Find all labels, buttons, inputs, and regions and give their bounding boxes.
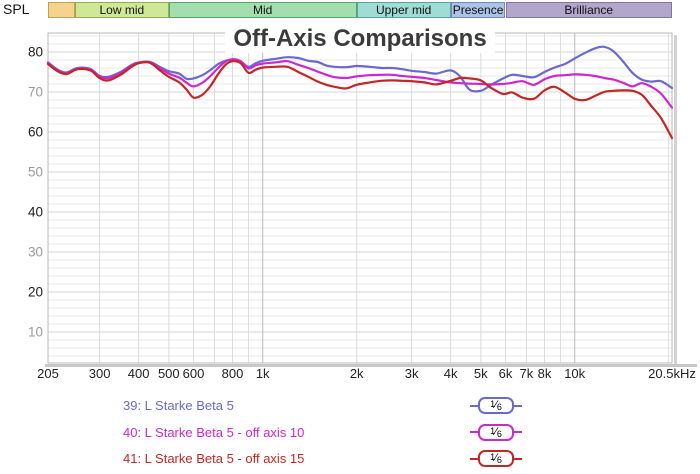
gridlines	[48, 33, 672, 363]
x-tick-label-300: 300	[88, 366, 111, 381]
x-tick-label-8k: 8k	[537, 366, 552, 381]
x-tick-label-1k: 1k	[255, 366, 270, 381]
x-axis-baseline	[45, 364, 697, 367]
x-tick-label-10k: 10k	[564, 366, 586, 381]
legend-row: 39: L Starke Beta 5 1 ⁄ 6	[123, 397, 522, 415]
x-tick-label-7k: 7k	[519, 366, 534, 381]
band-presence: Presence	[450, 2, 506, 18]
y-tick-label-70: 70	[27, 84, 43, 100]
band-brilliance: Brilliance	[505, 2, 672, 18]
smoothing-denominator: 6	[496, 455, 502, 465]
band-upper-mid: Upper mid	[356, 2, 451, 18]
smoothing-numerator: 1	[490, 452, 496, 462]
smoothing-badge[interactable]: 1 ⁄ 6	[478, 450, 514, 467]
y-tick-label-60: 60	[27, 124, 43, 140]
plot-border	[47, 32, 673, 364]
x-tick-label-6k: 6k	[498, 366, 513, 381]
measurement-curve-41	[46, 60, 674, 140]
legend-label[interactable]: 40: L Starke Beta 5 - off axis 10	[123, 424, 305, 440]
x-tick-label-3k: 3k	[404, 366, 419, 381]
smoothing-control[interactable]: 1 ⁄ 6	[470, 397, 522, 414]
smoothing-control[interactable]: 1 ⁄ 6	[470, 450, 522, 467]
smoothing-numerator: 1	[490, 425, 496, 436]
legend-line-left	[470, 457, 478, 460]
y-tick-label-50: 50	[27, 164, 43, 180]
x-tick-label-2k: 2k	[349, 366, 364, 381]
legend-row: 40: L Starke Beta 5 - off axis 10 1 ⁄ 6	[123, 423, 522, 442]
band-bass	[48, 2, 75, 18]
smoothing-control[interactable]: 1 ⁄ 6	[470, 423, 522, 441]
x-tick-label-600: 600	[182, 366, 205, 381]
smoothing-badge[interactable]: 1 ⁄ 6	[478, 397, 514, 414]
x-tick-label-205: 205	[37, 366, 59, 381]
frequency-band-strip: Low mid Mid Upper mid Presence Brilliance	[0, 2, 700, 18]
spl-axis-label: SPL	[3, 1, 30, 17]
band-mid: Mid	[168, 2, 357, 18]
legend-label[interactable]: 41: L Starke Beta 5 - off axis 15	[123, 451, 305, 466]
plot-shadow-right	[674, 35, 677, 365]
legend-line-right	[514, 457, 522, 460]
y-tick-label-10: 10	[27, 324, 43, 340]
legend-line-right	[514, 431, 522, 433]
x-tick-label-800: 800	[221, 366, 244, 381]
legend-row: 41: L Starke Beta 5 - off axis 15 1 ⁄ 6	[123, 450, 522, 468]
smoothing-denominator: 6	[496, 402, 502, 412]
band-low-mid: Low mid	[74, 2, 169, 18]
smoothing-denominator: 6	[496, 428, 502, 439]
y-tick-label-30: 30	[27, 244, 43, 260]
x-tick-label-5k: 5k	[473, 366, 488, 381]
x-tick-label-400: 400	[127, 366, 150, 381]
smoothing-numerator: 1	[490, 399, 496, 409]
legend-label[interactable]: 39: L Starke Beta 5	[123, 398, 234, 413]
y-tick-label-20: 20	[27, 284, 43, 300]
legend-line-left	[470, 404, 478, 407]
y-tick-label-80: 80	[27, 44, 43, 60]
legend-line-left	[470, 431, 478, 433]
legend-line-right	[514, 404, 522, 407]
x-tick-label-500: 500	[157, 366, 180, 381]
x-tick-label-20.5kHz: 20.5kHz	[648, 366, 696, 381]
smoothing-badge[interactable]: 1 ⁄ 6	[478, 423, 514, 441]
y-tick-label-40: 40	[27, 204, 43, 220]
x-tick-label-4k: 4k	[443, 366, 458, 381]
